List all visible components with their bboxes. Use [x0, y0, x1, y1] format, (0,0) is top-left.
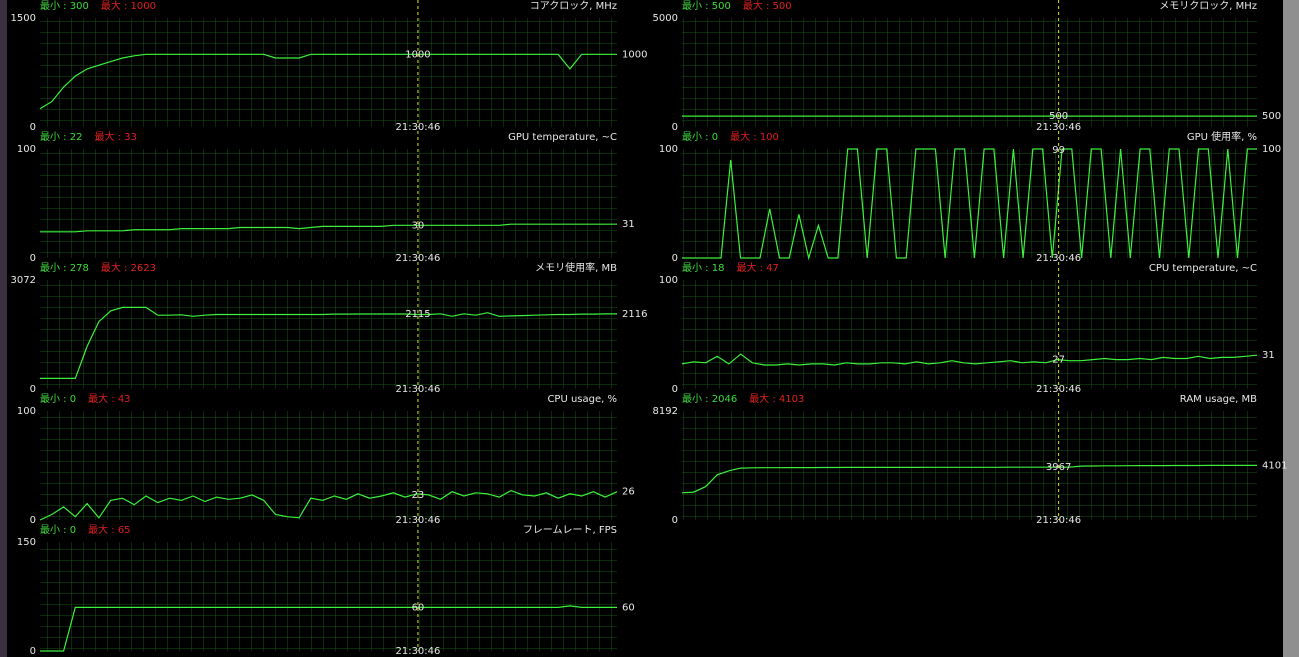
cursor-value: 27	[1052, 355, 1065, 366]
cursor-time: 21:30:46	[1036, 253, 1081, 264]
current-value: 26	[622, 487, 635, 498]
plot-area	[40, 18, 617, 127]
min-label: 最小 : 18	[682, 262, 724, 274]
chart-title: コアクロック, MHz	[530, 0, 617, 12]
series-line	[39, 489, 618, 521]
min-label: 最小 : 22	[40, 131, 82, 143]
cursor-value: 2115	[405, 309, 430, 320]
left-frame	[0, 0, 7, 657]
chart-title: GPU temperature, ~C	[508, 132, 617, 143]
series-line	[681, 464, 1257, 494]
current-value: 31	[1262, 350, 1275, 361]
current-value: 2116	[622, 309, 647, 320]
series-line	[682, 148, 1257, 261]
plot-area	[682, 18, 1257, 127]
chart-title: メモリクロック, MHz	[1159, 0, 1257, 12]
max-label: 最大 : 43	[88, 392, 130, 405]
chart-title: GPU 使用率, %	[1187, 130, 1257, 143]
current-value: 100	[1262, 144, 1281, 155]
series-line	[40, 223, 617, 233]
y-tick-label: 0	[672, 384, 678, 395]
plot-area	[40, 280, 617, 389]
max-label: 最大 : 2623	[101, 261, 156, 274]
y-tick-label: 100	[17, 144, 36, 155]
y-tick-label: 3072	[11, 275, 36, 286]
series-line	[681, 353, 1258, 366]
plot-area	[40, 149, 617, 258]
y-tick-label: 0	[30, 122, 36, 133]
cursor-value: 500	[1049, 111, 1068, 122]
chart-title: メモリ使用率, MB	[535, 261, 617, 274]
cursor-time: 21:30:46	[395, 646, 440, 657]
cursor-time: 21:30:46	[395, 384, 440, 395]
max-label: 最大 : 33	[94, 130, 136, 143]
cursor-time: 21:30:46	[1036, 515, 1081, 526]
plot-area	[40, 542, 617, 651]
cursor-time: 21:30:46	[395, 122, 440, 133]
y-tick-label: 100	[659, 275, 678, 286]
min-label: 最小 : 2046	[682, 393, 737, 405]
max-label: 最大 : 500	[743, 0, 792, 12]
current-value: 4101	[1262, 460, 1287, 471]
current-value: 31	[622, 219, 635, 230]
cursor-value: 60	[412, 602, 425, 613]
current-value: 1000	[622, 49, 647, 60]
y-tick-label: 5000	[653, 13, 678, 24]
min-label: 最小 : 0	[40, 524, 76, 536]
min-label: 最小 : 0	[682, 131, 718, 143]
right-frame	[1283, 0, 1299, 657]
y-tick-label: 100	[659, 144, 678, 155]
max-label: 最大 : 1000	[101, 0, 156, 12]
y-tick-label: 150	[17, 537, 36, 548]
current-value: 60	[622, 602, 635, 613]
current-value: 500	[1262, 111, 1281, 122]
chart-title: CPU temperature, ~C	[1149, 263, 1257, 274]
min-label: 最小 : 300	[40, 0, 89, 12]
cursor-time: 21:30:46	[1036, 384, 1081, 395]
max-label: 最大 : 100	[730, 130, 779, 143]
y-tick-label: 0	[30, 253, 36, 264]
y-tick-label: 1500	[11, 13, 36, 24]
chart-title: RAM usage, MB	[1180, 394, 1257, 405]
y-tick-label: 0	[672, 253, 678, 264]
series-line	[39, 53, 617, 110]
series-line	[40, 605, 617, 652]
cursor-value: 23	[412, 490, 425, 501]
chart-title: CPU usage, %	[547, 394, 617, 405]
max-label: 最大 : 65	[88, 523, 130, 536]
cursor-time: 21:30:46	[395, 515, 440, 526]
cursor-time: 21:30:46	[1036, 122, 1081, 133]
cursor-time: 21:30:46	[395, 253, 440, 264]
y-tick-label: 0	[30, 646, 36, 657]
cursor-value: 30	[412, 220, 425, 231]
y-tick-label: 0	[30, 384, 36, 395]
cursor-value: 3967	[1046, 462, 1071, 473]
min-label: 最小 : 0	[40, 393, 76, 405]
y-tick-label: 0	[672, 122, 678, 133]
y-tick-label: 0	[30, 515, 36, 526]
cursor-value: 1000	[405, 49, 430, 60]
y-tick-label: 100	[17, 406, 36, 417]
plot-area	[682, 280, 1257, 389]
y-tick-label: 8192	[653, 406, 678, 417]
cursor-value: 99	[1052, 145, 1065, 156]
chart-title: フレームレート, FPS	[523, 524, 617, 536]
plot-area	[40, 411, 617, 520]
series-line	[40, 306, 617, 379]
max-label: 最大 : 4103	[749, 392, 804, 405]
min-label: 最小 : 278	[40, 262, 89, 274]
y-tick-label: 0	[672, 515, 678, 526]
max-label: 最大 : 47	[736, 261, 778, 274]
min-label: 最小 : 500	[682, 0, 731, 12]
